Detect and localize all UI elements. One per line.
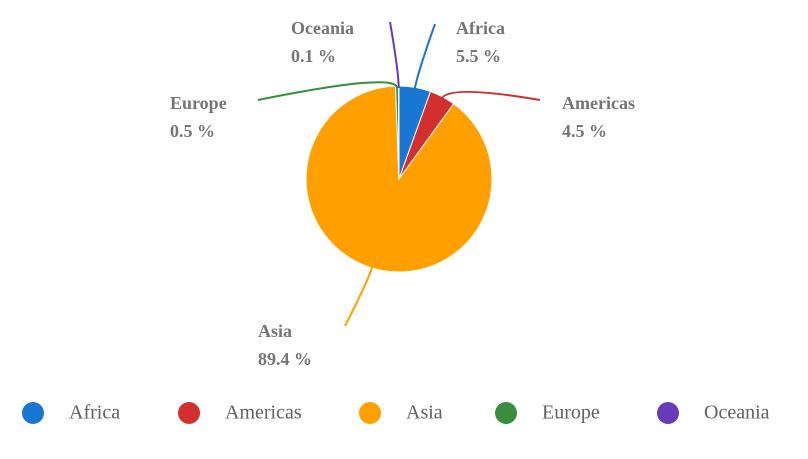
leader-line [413,23,436,90]
slice-label-value: 0.5 % [170,121,215,141]
slice-label-value: 4.5 % [562,121,607,141]
legend-label: Africa [69,402,120,424]
leader-line [257,81,398,101]
slice-label-name: Americas [562,93,635,113]
leader-line [344,265,374,327]
slice-label-value: 0.1 % [291,46,336,66]
legend-label: Asia [406,402,443,424]
legend-marker [657,402,679,424]
legend-marker [22,402,44,424]
legend-marker [359,402,381,424]
legend-label: Oceania [704,402,770,424]
slice-label-name: Europe [170,93,227,113]
slice-label-name: Africa [456,18,505,38]
slice-label-name: Asia [258,321,292,341]
slice-label-name: Oceania [291,18,354,38]
legend-marker [495,402,517,424]
legend-label: Europe [542,402,600,424]
legend-marker [178,402,200,424]
slice-label-value: 89.4 % [258,349,312,369]
leader-line [389,21,400,89]
legend-label: Americas [225,402,302,424]
pie-slice [397,85,400,180]
slice-label-value: 5.5 % [456,46,501,66]
leader-line [440,90,541,101]
